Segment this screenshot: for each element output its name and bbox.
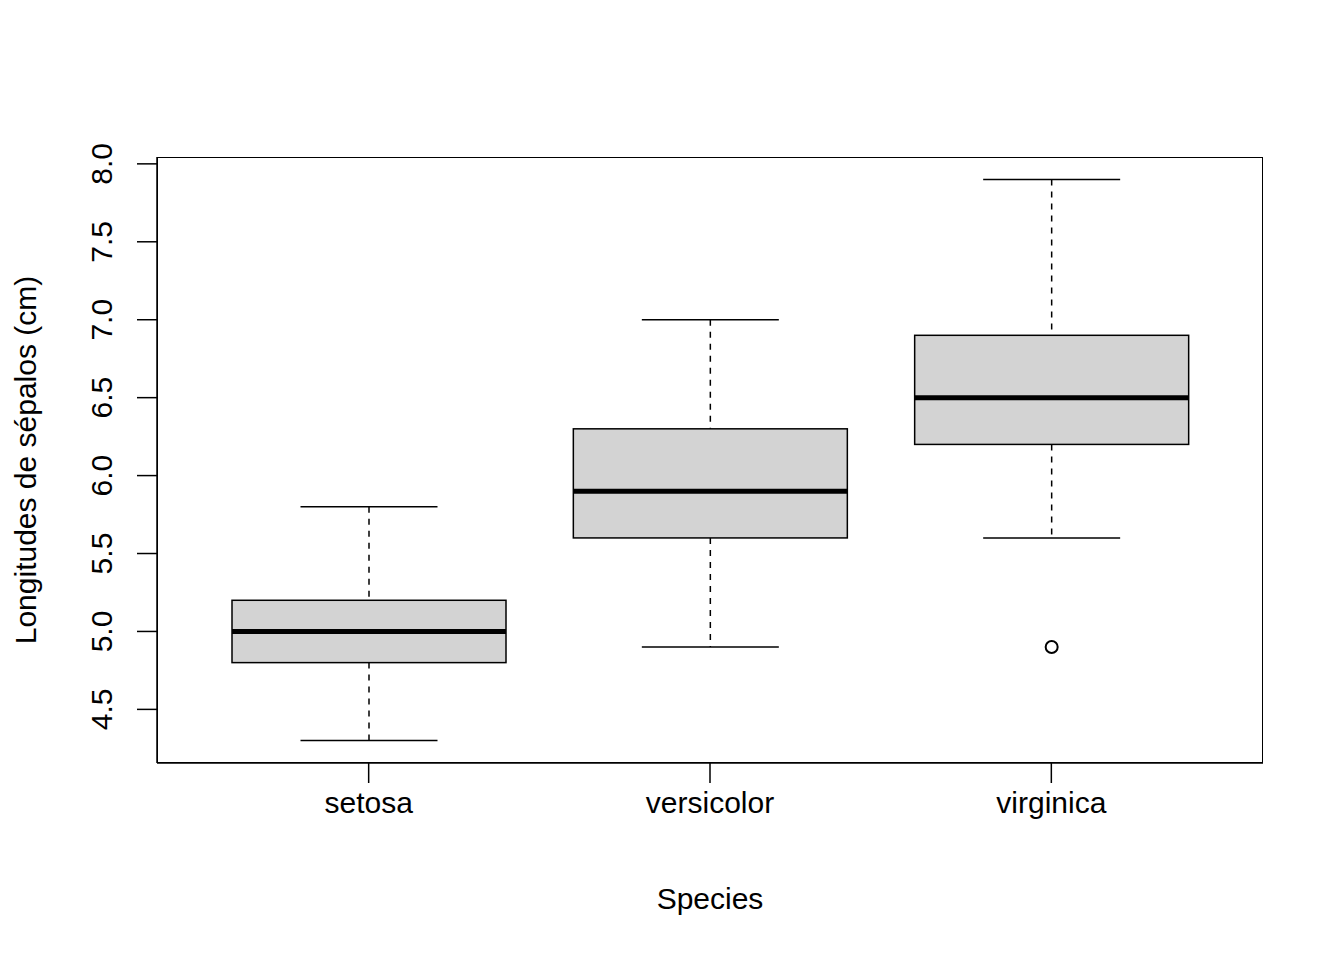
svg-text:setosa: setosa (324, 786, 413, 819)
svg-text:8.0: 8.0 (86, 143, 119, 185)
svg-text:Longitudes de sépalos (cm): Longitudes de sépalos (cm) (9, 276, 42, 645)
svg-text:versicolor: versicolor (646, 786, 774, 819)
svg-text:7.0: 7.0 (86, 299, 119, 341)
svg-text:Species: Species (657, 882, 764, 915)
svg-text:7.5: 7.5 (86, 221, 119, 263)
svg-text:5.0: 5.0 (86, 611, 119, 653)
svg-text:6.5: 6.5 (86, 377, 119, 419)
svg-text:6.0: 6.0 (86, 455, 119, 497)
svg-text:virginica: virginica (996, 786, 1106, 819)
svg-text:5.5: 5.5 (86, 533, 119, 575)
svg-text:4.5: 4.5 (86, 689, 119, 731)
